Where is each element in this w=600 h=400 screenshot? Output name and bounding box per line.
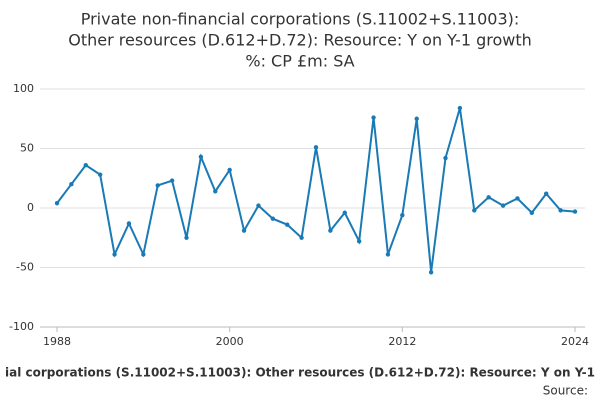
point	[500, 203, 506, 208]
x-tick-label: 2024	[561, 335, 589, 348]
chart-title: Private non-financial corporations (S.11…	[81, 10, 520, 29]
chart-title: %: CP £m: SA	[245, 52, 354, 71]
point	[213, 189, 218, 194]
x-tick-label: 1988	[43, 335, 71, 348]
point	[141, 252, 146, 257]
point	[342, 210, 347, 215]
point	[414, 116, 419, 121]
point	[299, 235, 304, 240]
point	[112, 252, 117, 257]
point	[486, 195, 491, 200]
point	[256, 203, 261, 208]
point	[356, 239, 362, 244]
point	[155, 183, 160, 188]
point	[428, 270, 434, 275]
y-tick-label: 50	[20, 142, 34, 155]
y-tick-label: -50	[16, 261, 34, 274]
y-tick-label: 0	[27, 201, 34, 214]
y-tick-label: -100	[9, 320, 34, 333]
point	[270, 216, 276, 221]
series-line	[56, 107, 576, 273]
point	[313, 145, 319, 150]
point	[227, 167, 232, 173]
point	[328, 228, 333, 233]
point	[529, 210, 535, 215]
point	[544, 191, 549, 196]
point	[371, 115, 376, 120]
point	[558, 208, 563, 213]
source: Source:	[543, 384, 588, 398]
point	[54, 201, 60, 206]
point	[443, 155, 448, 161]
point	[400, 212, 405, 218]
point	[69, 182, 74, 187]
point	[83, 162, 88, 168]
x-tick-label: 2000	[216, 335, 244, 348]
point	[241, 228, 247, 233]
y-tick-label: 100	[13, 82, 34, 95]
point	[385, 252, 391, 257]
point	[472, 208, 477, 213]
x-tick-label: 2012	[388, 335, 416, 348]
point	[184, 235, 189, 240]
point	[457, 105, 463, 111]
point	[515, 196, 520, 201]
point	[97, 172, 103, 177]
point	[285, 222, 290, 227]
chart-title: Other resources (D.612+D.72): Resource: …	[68, 31, 532, 50]
point	[169, 178, 175, 183]
legend-label: ial corporations (S.11002+S.11003): Othe…	[5, 366, 595, 380]
point	[198, 154, 204, 160]
point	[572, 209, 578, 214]
point	[126, 221, 132, 226]
